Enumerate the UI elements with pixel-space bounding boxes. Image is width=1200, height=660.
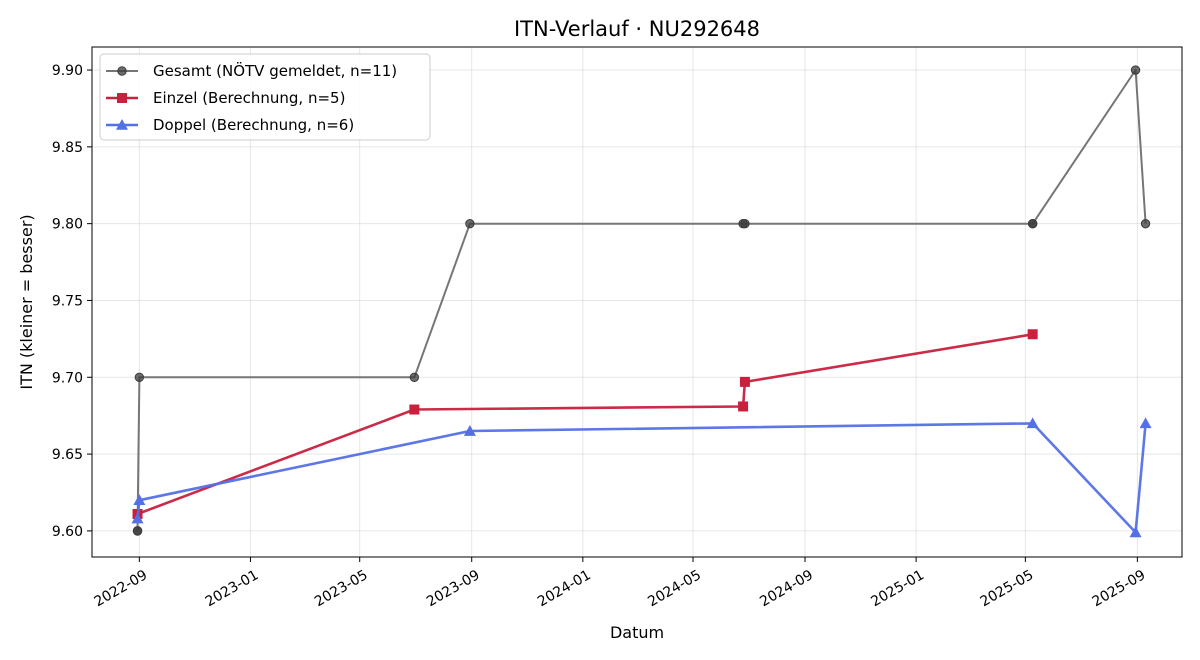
- legend-entry: Gesamt (NÖTV gemeldet, n=11): [106, 61, 397, 80]
- x-tick-label: 2024-01: [535, 567, 594, 610]
- data-point: [1026, 417, 1039, 429]
- x-tick-label: 2025-01: [868, 567, 927, 610]
- legend: Gesamt (NÖTV gemeldet, n=11) Einzel (Bere…: [99, 53, 431, 141]
- data-point: [1140, 218, 1151, 229]
- data-point: [409, 404, 420, 415]
- data-point: [738, 401, 749, 412]
- legend-marker: [117, 93, 127, 103]
- x-tick-label: 2024-05: [645, 567, 704, 610]
- data-point: [1130, 65, 1141, 75]
- legend-entry: Doppel (Berechnung, n=6): [106, 116, 354, 134]
- data-point: [465, 218, 475, 229]
- series-triangle: [131, 417, 1152, 538]
- data-point: [739, 376, 750, 387]
- y-axis: 9.60 9.65 9.70 9.75 9.80 9.85 9.90: [52, 63, 92, 540]
- data-point: [1027, 218, 1038, 229]
- data-point: [463, 425, 476, 436]
- y-tick-label: 9.65: [52, 447, 83, 463]
- y-tick-label: 9.90: [52, 63, 83, 79]
- series-line: [136, 422, 1147, 534]
- y-tick-label: 9.85: [52, 140, 83, 156]
- data-point: [133, 494, 146, 505]
- grid: [92, 47, 1182, 557]
- y-tick-label: 9.70: [52, 370, 83, 386]
- data-point: [131, 512, 144, 524]
- data-point: [1129, 526, 1142, 538]
- y-tick-label: 9.75: [52, 293, 83, 309]
- x-tick-label: 2023-01: [203, 567, 262, 610]
- y-tick-label: 9.60: [52, 524, 83, 540]
- legend-marker: [117, 66, 127, 76]
- data-point: [134, 372, 145, 382]
- y-axis-label: ITN (kleiner = besser): [17, 214, 36, 389]
- legend-label: Einzel (Berechnung, n=5): [153, 89, 345, 107]
- legend-frame: [99, 53, 431, 141]
- legend-label: Doppel (Berechnung, n=6): [153, 116, 354, 134]
- chart-title: ITN-Verlauf · NU292648: [514, 17, 760, 41]
- x-tick-label: 2022-09: [92, 567, 151, 610]
- x-axis: 2022-09 2023-01 2023-05 2023-09 2024-01 2024-…: [92, 557, 1149, 610]
- x-axis-label: Datum: [610, 623, 664, 642]
- x-tick-label: 2023-05: [312, 567, 371, 610]
- y-tick-label: 9.80: [52, 217, 83, 233]
- x-tick-label: 2023-09: [424, 567, 483, 610]
- series-circle: [132, 65, 1151, 536]
- x-tick-label: 2024-09: [757, 567, 816, 610]
- data-point: [409, 372, 420, 382]
- legend-entry: Einzel (Berechnung, n=5): [106, 89, 345, 107]
- x-tick-label: 2025-05: [978, 567, 1037, 610]
- data-point: [132, 526, 143, 536]
- x-tick-label: 2025-09: [1090, 567, 1149, 610]
- plot-frame: [91, 46, 1183, 558]
- series-layer: [131, 65, 1152, 538]
- legend-marker: [116, 119, 128, 130]
- data-point: [1139, 417, 1152, 429]
- data-point: [740, 218, 750, 229]
- data-point: [1027, 329, 1038, 340]
- legend-label: Gesamt (NÖTV gemeldet, n=11): [153, 61, 397, 80]
